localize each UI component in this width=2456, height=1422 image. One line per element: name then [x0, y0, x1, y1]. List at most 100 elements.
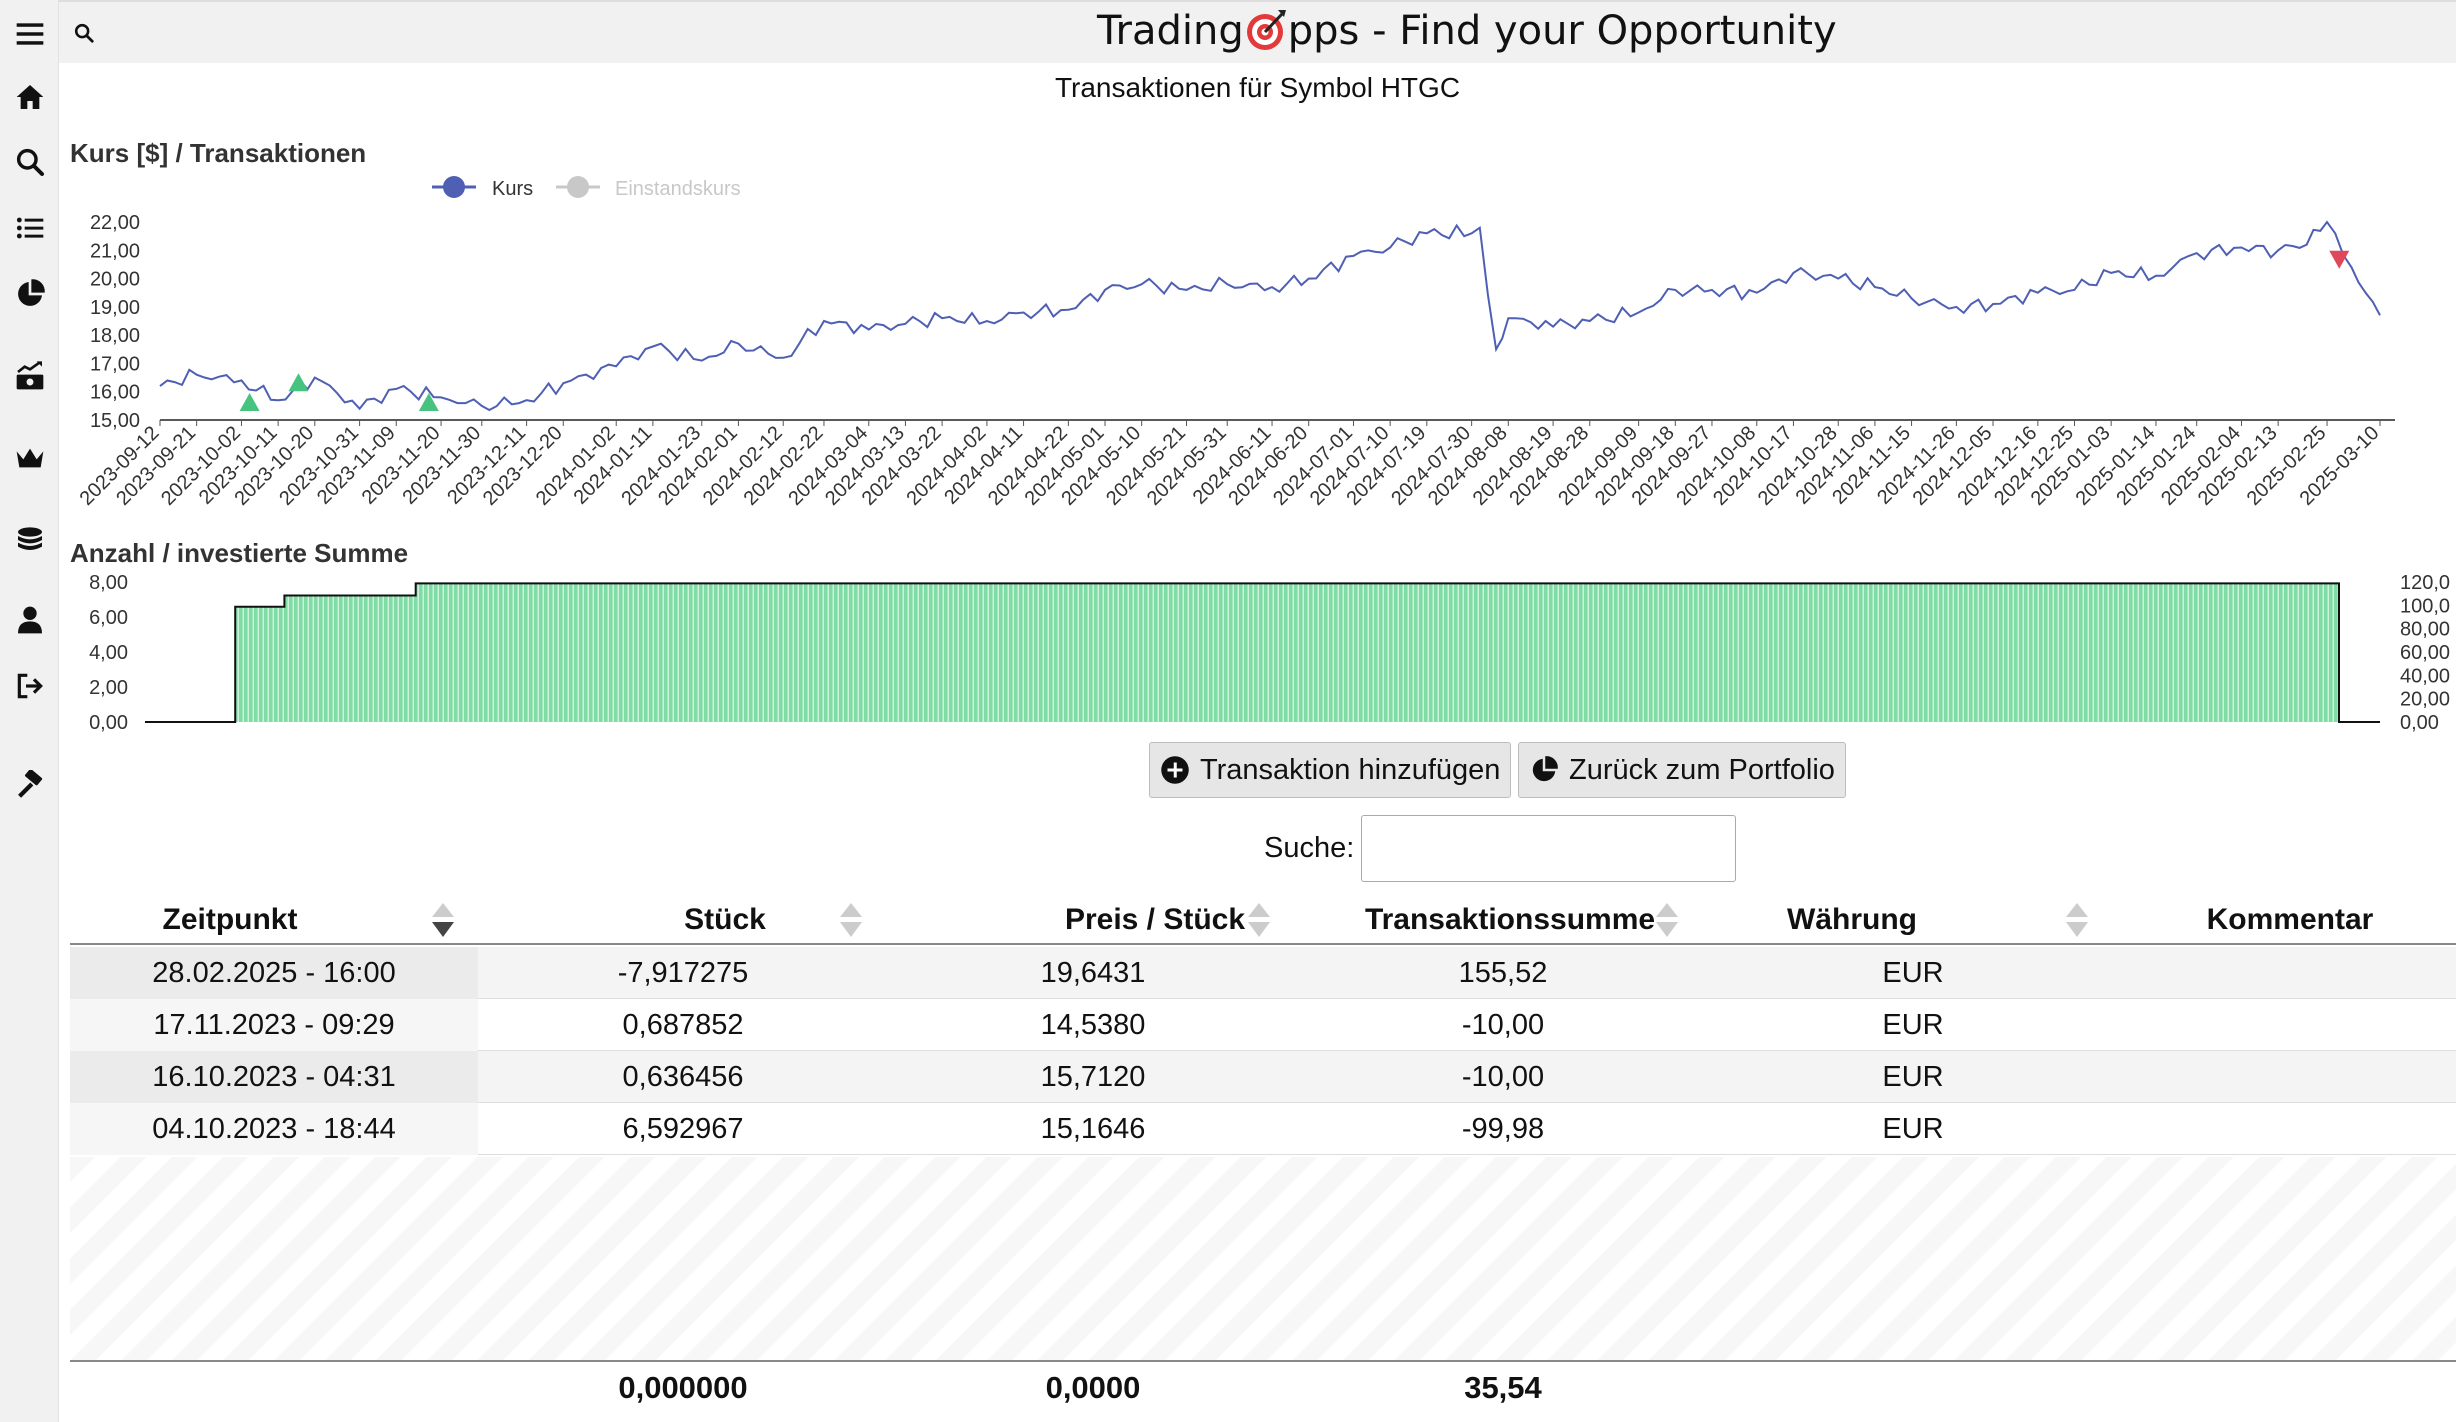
- search-icon[interactable]: [67, 16, 101, 50]
- table-row[interactable]: 28.02.2025 - 16:00 -7,917275 19,6431 155…: [70, 947, 2456, 999]
- user-icon[interactable]: [10, 600, 50, 640]
- search-input[interactable]: [1361, 815, 1736, 882]
- price-chart-svg: Kurs Einstandskurs 22,00 21,00 20,00 19,00 18,…: [76, 176, 2395, 510]
- column-header-kommentar[interactable]: Kommentar: [2206, 903, 2374, 936]
- legend-marker-kurs: [443, 176, 465, 198]
- top-bar: Trading pps - Find your Opportunity: [59, 0, 2456, 63]
- footer-summe-total: 35,54: [1464, 1370, 1542, 1405]
- back-to-portfolio-label: Zurück zum Portfolio: [1569, 753, 1835, 786]
- y-tick-label: 2,00: [89, 677, 128, 699]
- cell-summe: -10,00: [1461, 1009, 1545, 1041]
- page-title: Transaktionen für Symbol HTGC: [1054, 72, 1461, 103]
- cell-waehrung: EUR: [1882, 1061, 1944, 1093]
- cell-zeitpunkt: 17.11.2023 - 09:29: [153, 1009, 395, 1041]
- coins-icon[interactable]: [10, 520, 50, 560]
- price-line-kurs: [159, 220, 2381, 412]
- y2-tick-label: 0,00: [2400, 712, 2439, 734]
- cell-waehrung: EUR: [1882, 957, 1944, 989]
- quantity-step-line: [145, 582, 2380, 723]
- legend-marker-einstandskurs: [567, 176, 589, 198]
- pie-chart-icon[interactable]: [10, 274, 50, 314]
- sort-icon[interactable]: [838, 899, 864, 939]
- quantity-chart-svg: 8,00 6,00 4,00 2,00 0,00 120,00100,0080,0060,…: [89, 572, 2456, 734]
- sort-icon[interactable]: [1654, 899, 1680, 939]
- buy-marker: [288, 373, 309, 392]
- list-icon[interactable]: [10, 208, 50, 248]
- table-row[interactable]: 17.11.2023 - 09:29 0,687852 14,5380 -10,…: [70, 999, 2456, 1051]
- legend-label-kurs: Kurs: [492, 178, 533, 200]
- table-header: Zeitpunkt Stück Preis / Stück Transaktio…: [70, 895, 2456, 945]
- crown-icon[interactable]: [10, 438, 50, 478]
- cell-bg: [70, 1103, 478, 1155]
- target-logo-icon: [1244, 8, 1288, 52]
- sort-desc-icon[interactable]: [430, 899, 456, 939]
- back-to-portfolio-button[interactable]: Zurück zum Portfolio: [1518, 742, 1846, 798]
- app-title: Trading pps - Find your Opportunity: [1097, 8, 1837, 54]
- menu-icon[interactable]: [10, 14, 50, 54]
- column-header-summe[interactable]: Transaktionssumme: [1364, 903, 1656, 936]
- chart-legend: Kurs Einstandskurs: [432, 176, 741, 200]
- price-chart: Kurs Einstandskurs 22,00 21,00 20,00 19,00 18,…: [70, 160, 2450, 525]
- quantity-chart: 8,00 6,00 4,00 2,00 0,00 120,00100,0080,0060,…: [70, 565, 2456, 735]
- cell-summe: -10,00: [1461, 1061, 1545, 1093]
- y-tick-label: 22,00: [90, 212, 140, 234]
- cell-zeitpunkt: 16.10.2023 - 04:31: [152, 1061, 396, 1093]
- y-tick-label: 17,00: [90, 353, 140, 375]
- chart-title-quantity: Anzahl / investierte Summe: [70, 538, 409, 568]
- table-footer-divider: [70, 1360, 2456, 1362]
- column-header-waehrung[interactable]: Währung: [1787, 903, 1917, 936]
- y2-tick-label: 40,00: [2400, 665, 2450, 687]
- column-header-zeitpunkt[interactable]: Zeitpunkt: [162, 903, 298, 936]
- y-tick-label: 16,00: [90, 382, 140, 404]
- sort-icon[interactable]: [2064, 899, 2090, 939]
- app-title-part2: pps - Find your Opportunity: [1287, 8, 1837, 54]
- cell-stueck: 6,592967: [622, 1113, 744, 1145]
- y2-tick-label: 20,00: [2400, 689, 2450, 711]
- cell-preis: 14,5380: [1040, 1009, 1146, 1041]
- buy-marker: [418, 393, 439, 412]
- logout-icon[interactable]: [10, 666, 50, 706]
- chart-title-price: Kurs [$] / Transaktionen: [70, 138, 367, 168]
- search-label: Suche:: [1264, 832, 1355, 864]
- y-tick-label: 15,00: [90, 410, 140, 432]
- sidebar: [0, 0, 59, 1422]
- y-tick-label: 0,00: [89, 712, 128, 734]
- home-icon[interactable]: [10, 77, 50, 117]
- y-tick-label: 8,00: [89, 572, 128, 594]
- cell-preis: 15,1646: [1040, 1113, 1146, 1145]
- hammer-icon[interactable]: [10, 766, 50, 806]
- y-tick-label: 4,00: [89, 642, 128, 664]
- column-header-stueck[interactable]: Stück: [684, 903, 766, 936]
- legend-label-einstandskurs: Einstandskurs: [615, 178, 741, 200]
- y2-tick-label: 60,00: [2400, 642, 2450, 664]
- pie-chart-icon: [1532, 756, 1558, 782]
- cell-preis: 19,6431: [1040, 957, 1146, 989]
- sort-icon[interactable]: [1246, 899, 1272, 939]
- footer-preis-total: 0,0000: [1045, 1370, 1141, 1405]
- column-header-preis[interactable]: Preis / Stück: [1064, 903, 1246, 936]
- table-empty-area: [70, 1157, 2456, 1360]
- cell-summe: -99,98: [1461, 1113, 1545, 1145]
- search-icon[interactable]: [10, 142, 50, 182]
- y-tick-label: 18,00: [90, 325, 140, 347]
- quantity-area: [145, 583, 2380, 722]
- y-tick-label: 21,00: [90, 240, 140, 262]
- money-growth-icon[interactable]: [10, 356, 50, 396]
- add-transaction-button[interactable]: Transaktion hinzufügen: [1149, 742, 1512, 798]
- table-row[interactable]: 04.10.2023 - 18:44 6,592967 15,1646 -99,…: [70, 1103, 2456, 1155]
- table-row[interactable]: 16.10.2023 - 04:31 0,636456 15,7120 -10,…: [70, 1051, 2456, 1103]
- cell-stueck: -7,917275: [617, 957, 749, 989]
- buy-marker: [239, 393, 260, 412]
- y2-tick-label: 80,00: [2400, 619, 2450, 641]
- cell-summe: 155,52: [1458, 957, 1548, 989]
- y2-tick-label: 120,00: [2400, 572, 2450, 594]
- plus-circle-icon: [1161, 756, 1189, 784]
- y-tick-label: 20,00: [90, 269, 140, 291]
- y-tick-label: 19,00: [90, 297, 140, 319]
- sell-marker: [2329, 250, 2350, 269]
- cell-stueck: 0,636456: [622, 1061, 744, 1093]
- cell-bg: [70, 999, 478, 1051]
- cell-waehrung: EUR: [1882, 1113, 1944, 1145]
- cell-waehrung: EUR: [1882, 1009, 1944, 1041]
- footer-stueck-total: 0,000000: [618, 1370, 748, 1405]
